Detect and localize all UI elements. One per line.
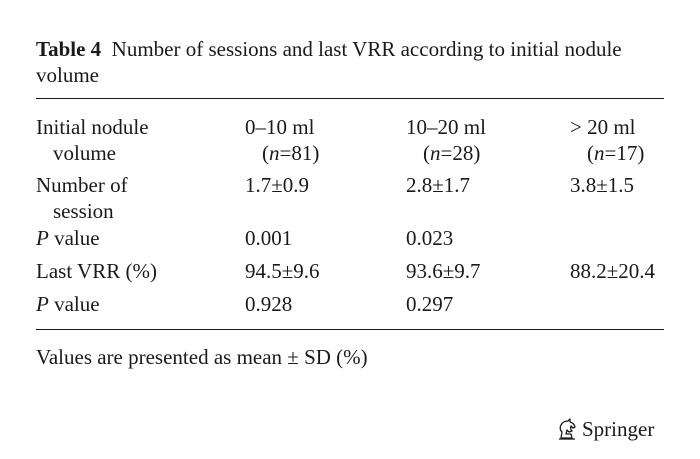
header-n: 81 [291, 141, 313, 165]
cell-sessions-over-20: 3.8±1.5 [570, 173, 635, 197]
row-label-line1: Number of [36, 173, 128, 197]
cell-vrr-over-20: 88.2±20.4 [570, 259, 656, 283]
table-bottom-rule [36, 329, 664, 330]
cell-p2-0-10: 0.928 [245, 292, 293, 316]
row-label-p-value-2: P value [36, 291, 100, 317]
p-symbol: P [36, 226, 49, 250]
p-label-rest: value [48, 292, 100, 316]
header-range: 10–20 ml [406, 115, 486, 139]
cell-sessions-0-10: 1.7±0.9 [245, 173, 310, 197]
publisher-mark: Springer [556, 416, 654, 442]
header-n: 17 [616, 141, 638, 165]
header-initial-volume: Initial nodule volume [36, 114, 149, 166]
row-label-p-value-1: P value [36, 225, 100, 251]
publisher-name: Springer [582, 417, 655, 441]
cell-sessions-10-20: 2.8±1.7 [406, 173, 471, 197]
header-over-20ml: > 20 ml (n=17) [570, 115, 645, 165]
springer-horse-icon [556, 418, 578, 440]
header-10-20ml: 10–20 ml (n=28) [406, 115, 486, 165]
cell-vrr-10-20: 93.6±9.7 [406, 259, 481, 283]
cell-vrr-0-10: 94.5±9.6 [245, 259, 320, 283]
cell-p2-10-20: 0.297 [406, 292, 454, 316]
header-range: 0–10 ml [245, 115, 315, 139]
table-title-continued: volume [36, 63, 99, 87]
cell-p1-10-20: 0.023 [406, 226, 454, 250]
cell-p1-0-10: 0.001 [245, 226, 293, 250]
header-0-10ml: 0–10 ml (n=81) [245, 115, 320, 165]
row-label-line2: session [53, 199, 114, 223]
table-label: Table 4 [36, 37, 102, 61]
table-title: Number of sessions and last VRR accordin… [111, 37, 622, 61]
p-symbol: P [36, 292, 49, 316]
table-footnote: Values are presented as mean ± SD (%) [36, 345, 368, 369]
header-label-line1: Initial nodule [36, 115, 149, 139]
p-label-rest: value [48, 226, 100, 250]
header-label-line2: volume [53, 141, 116, 165]
header-range: > 20 ml [570, 115, 636, 139]
table-top-rule [36, 98, 664, 99]
row-label-number-of-session: Number of session [36, 172, 128, 224]
row-label-last-vrr: Last VRR (%) [36, 259, 157, 283]
table-caption: Table 4 Number of sessions and last VRR … [36, 36, 666, 88]
header-n: 28 [452, 141, 474, 165]
